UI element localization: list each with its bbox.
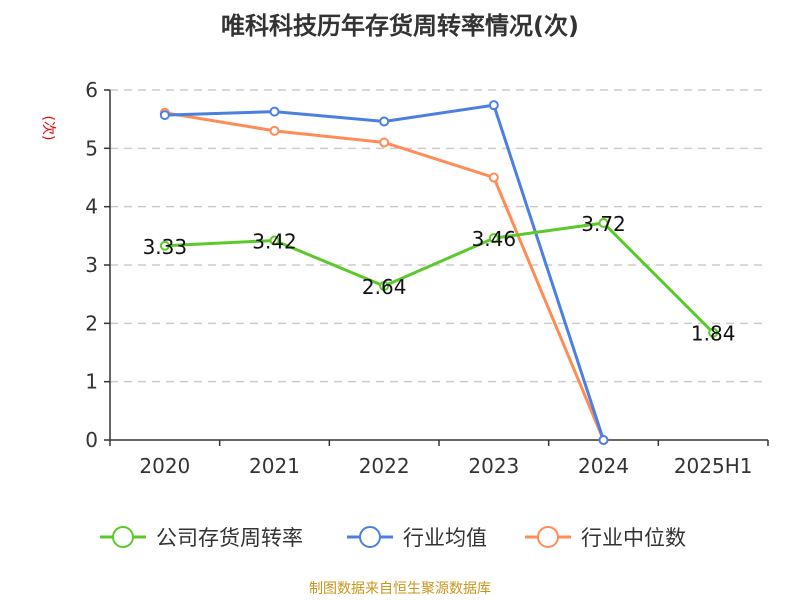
chart-title: 唯科科技历年存货周转率情况(次) — [221, 12, 579, 40]
series-line-1 — [164, 103, 605, 441]
y-tick-label: 2 — [85, 311, 98, 335]
legend-label: 公司存货周转率 — [156, 526, 303, 550]
data-point — [379, 116, 390, 127]
y-tick-label: 5 — [85, 136, 98, 160]
y-axis-label: (次) — [40, 116, 56, 141]
data-label: 3.72 — [581, 212, 626, 236]
y-tick-label: 6 — [85, 78, 98, 102]
data-point — [488, 172, 499, 183]
data-label: 3.33 — [143, 235, 188, 259]
x-tick-label: 2025H1 — [674, 454, 753, 478]
data-label: 3.42 — [252, 230, 297, 254]
data-point — [159, 110, 170, 121]
legend-marker — [537, 526, 559, 548]
legend-label: 行业中位数 — [581, 526, 686, 550]
series-line-0 — [164, 221, 715, 334]
data-label: 1.84 — [691, 322, 736, 346]
data-label: 3.46 — [472, 227, 517, 251]
data-point — [269, 106, 280, 117]
y-tick-label: 1 — [85, 370, 98, 394]
data-point — [159, 240, 170, 251]
legend-marker — [359, 526, 381, 548]
data-label: 2.64 — [362, 275, 407, 299]
data-point — [598, 435, 609, 445]
legend-label: 行业均值 — [403, 526, 487, 550]
data-point — [488, 100, 499, 111]
data-point — [598, 218, 609, 228]
x-tick-label: 2024 — [578, 454, 629, 478]
x-tick-label: 2020 — [139, 454, 190, 478]
x-tick-label: 2023 — [468, 454, 519, 478]
y-tick-label: 4 — [85, 195, 98, 219]
data-point — [488, 233, 499, 244]
x-tick-label: 2021 — [249, 454, 300, 478]
x-tick-label: 2022 — [359, 454, 410, 478]
legend-marker — [112, 526, 134, 548]
data-point — [708, 327, 719, 338]
y-tick-label: 3 — [85, 253, 98, 277]
data-point — [379, 281, 390, 291]
data-point — [379, 137, 390, 148]
y-tick-label: 0 — [85, 428, 98, 452]
source-note: 制图数据来自恒生聚源数据库 — [309, 581, 491, 597]
data-point — [269, 235, 280, 246]
data-point — [269, 125, 280, 136]
